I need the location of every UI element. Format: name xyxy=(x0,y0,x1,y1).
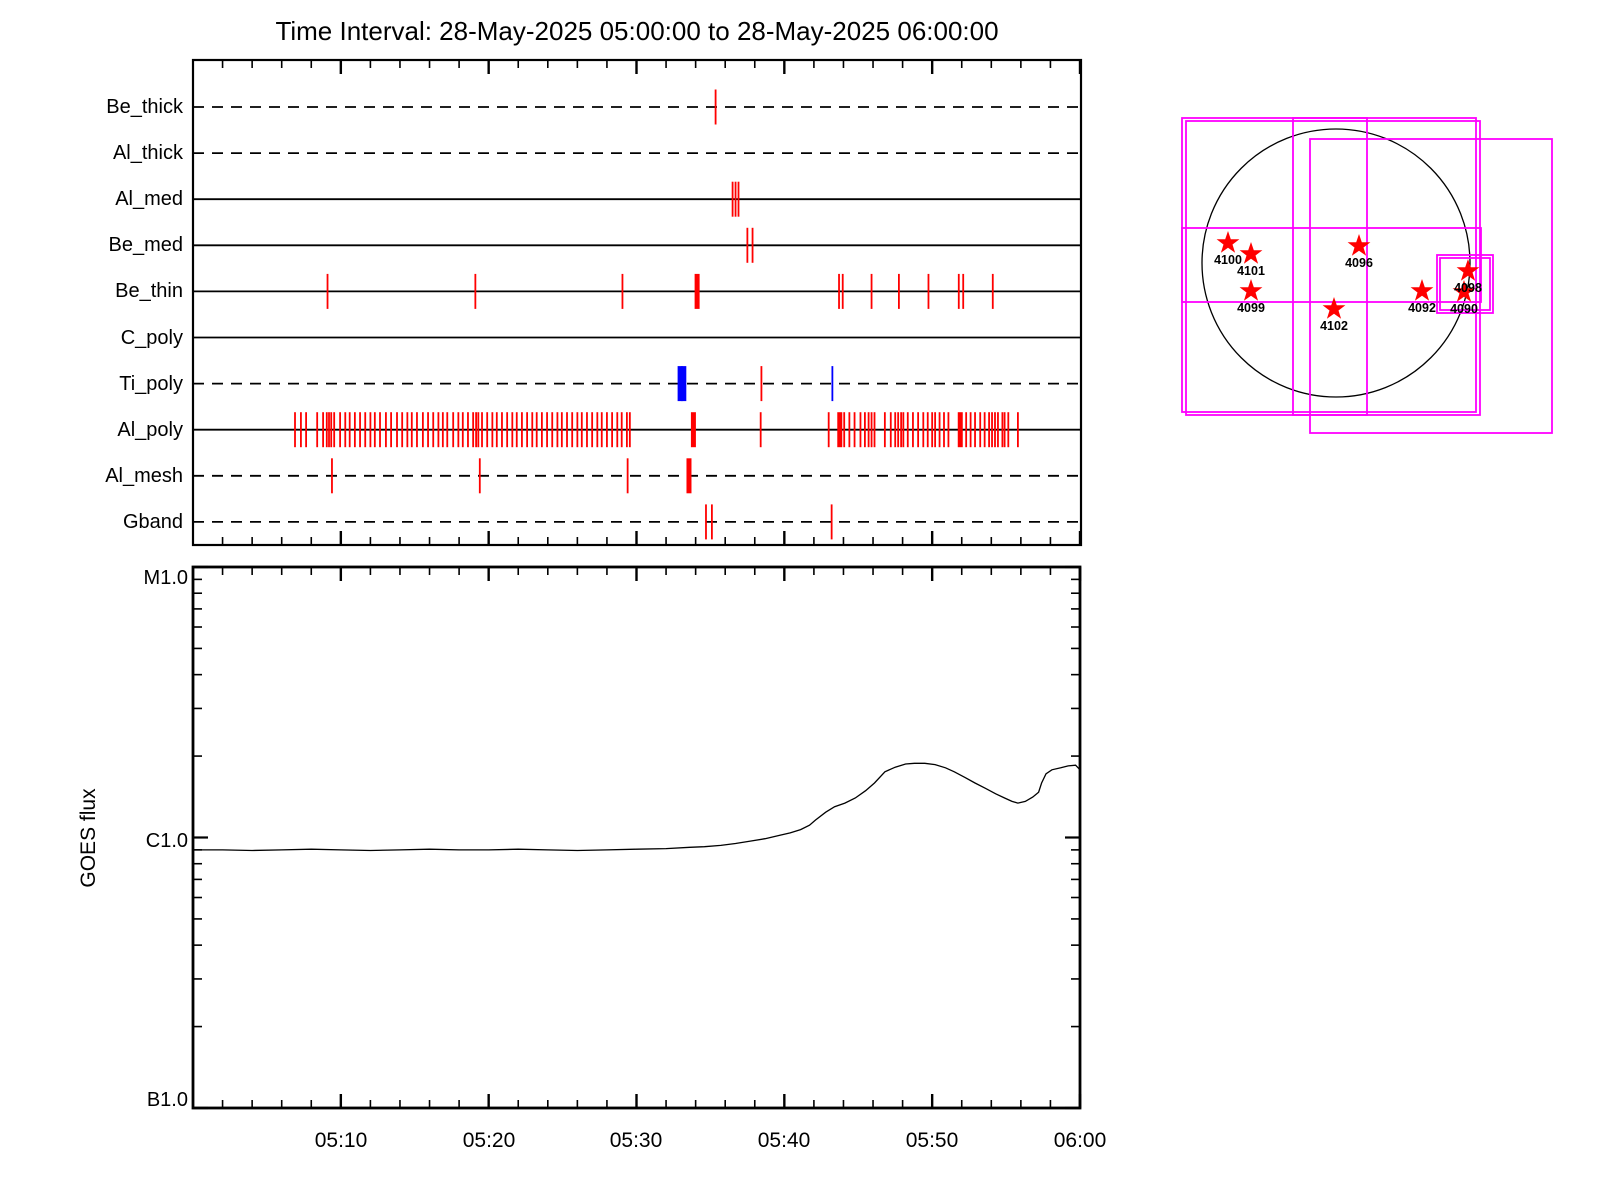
fov-boxes xyxy=(1181,117,1553,434)
goes-ytick-m1: M1.0 xyxy=(143,567,188,589)
active-region-star xyxy=(1452,280,1476,302)
active-region-star xyxy=(1322,297,1346,319)
active-region-label: 4098 xyxy=(1454,281,1482,295)
xtick-0550: 05:50 xyxy=(905,1129,959,1152)
goes-y-axis-title: GOES flux xyxy=(77,788,100,888)
goes-flux-curve xyxy=(193,762,1081,852)
row-label-al-med: Al_med xyxy=(115,188,183,210)
active-region-star xyxy=(1216,231,1240,253)
fov-box xyxy=(1439,257,1491,311)
solar-limb-circle xyxy=(1201,128,1471,398)
fov-box xyxy=(1181,227,1482,303)
fov-box xyxy=(1436,254,1494,314)
xtick-0520: 05:20 xyxy=(462,1129,516,1152)
xtick-0530: 05:30 xyxy=(609,1129,663,1152)
goes-ytick-b1: B1.0 xyxy=(146,1089,188,1111)
row-label-al-poly: Al_poly xyxy=(117,419,183,441)
timeline-row-lines xyxy=(193,106,1080,523)
active-region-label: 4099 xyxy=(1237,301,1265,315)
xtick-0540: 05:40 xyxy=(757,1129,811,1152)
row-label-ti-poly: Ti_poly xyxy=(119,373,183,395)
panel-frames-and-axes xyxy=(191,58,1083,1110)
goes-flux-series xyxy=(193,762,1081,852)
active-region-label: 4100 xyxy=(1214,253,1242,267)
xtick-0600: 06:00 xyxy=(1053,1129,1107,1152)
active-region-label: 4102 xyxy=(1320,319,1348,333)
row-label-be-med: Be_med xyxy=(108,234,184,256)
active-region-star xyxy=(1347,234,1371,256)
active-region-label: 4090 xyxy=(1450,302,1478,316)
active-region-star xyxy=(1239,279,1263,301)
active-region-star xyxy=(1456,259,1480,281)
fov-box xyxy=(1185,120,1481,416)
solar-disk xyxy=(1201,128,1471,398)
active-region-label: 4092 xyxy=(1408,301,1436,315)
row-label-c-poly: C_poly xyxy=(120,327,183,349)
row-label-be-thick: Be_thick xyxy=(106,96,183,118)
active-region-star xyxy=(1410,279,1434,301)
active-region-label: 4101 xyxy=(1237,264,1265,278)
timeline-exposure-ticks xyxy=(294,89,1019,540)
xtick-0510: 05:10 xyxy=(314,1129,368,1152)
page-title: Time Interval: 28-May-2025 05:00:00 to 2… xyxy=(275,16,999,46)
fov-box xyxy=(1309,138,1553,434)
goes-ytick-c1: C1.0 xyxy=(145,830,188,852)
active-region-label: 4096 xyxy=(1345,256,1373,270)
active-region-stars xyxy=(1216,231,1480,319)
fov-box xyxy=(1292,117,1368,416)
row-label-be-thin: Be_thin xyxy=(115,280,183,302)
row-label-al-thick: Al_thick xyxy=(112,142,183,164)
row-label-al-mesh: Al_mesh xyxy=(105,465,183,487)
row-label-gband: Gband xyxy=(122,511,183,533)
active-region-star xyxy=(1239,242,1263,264)
